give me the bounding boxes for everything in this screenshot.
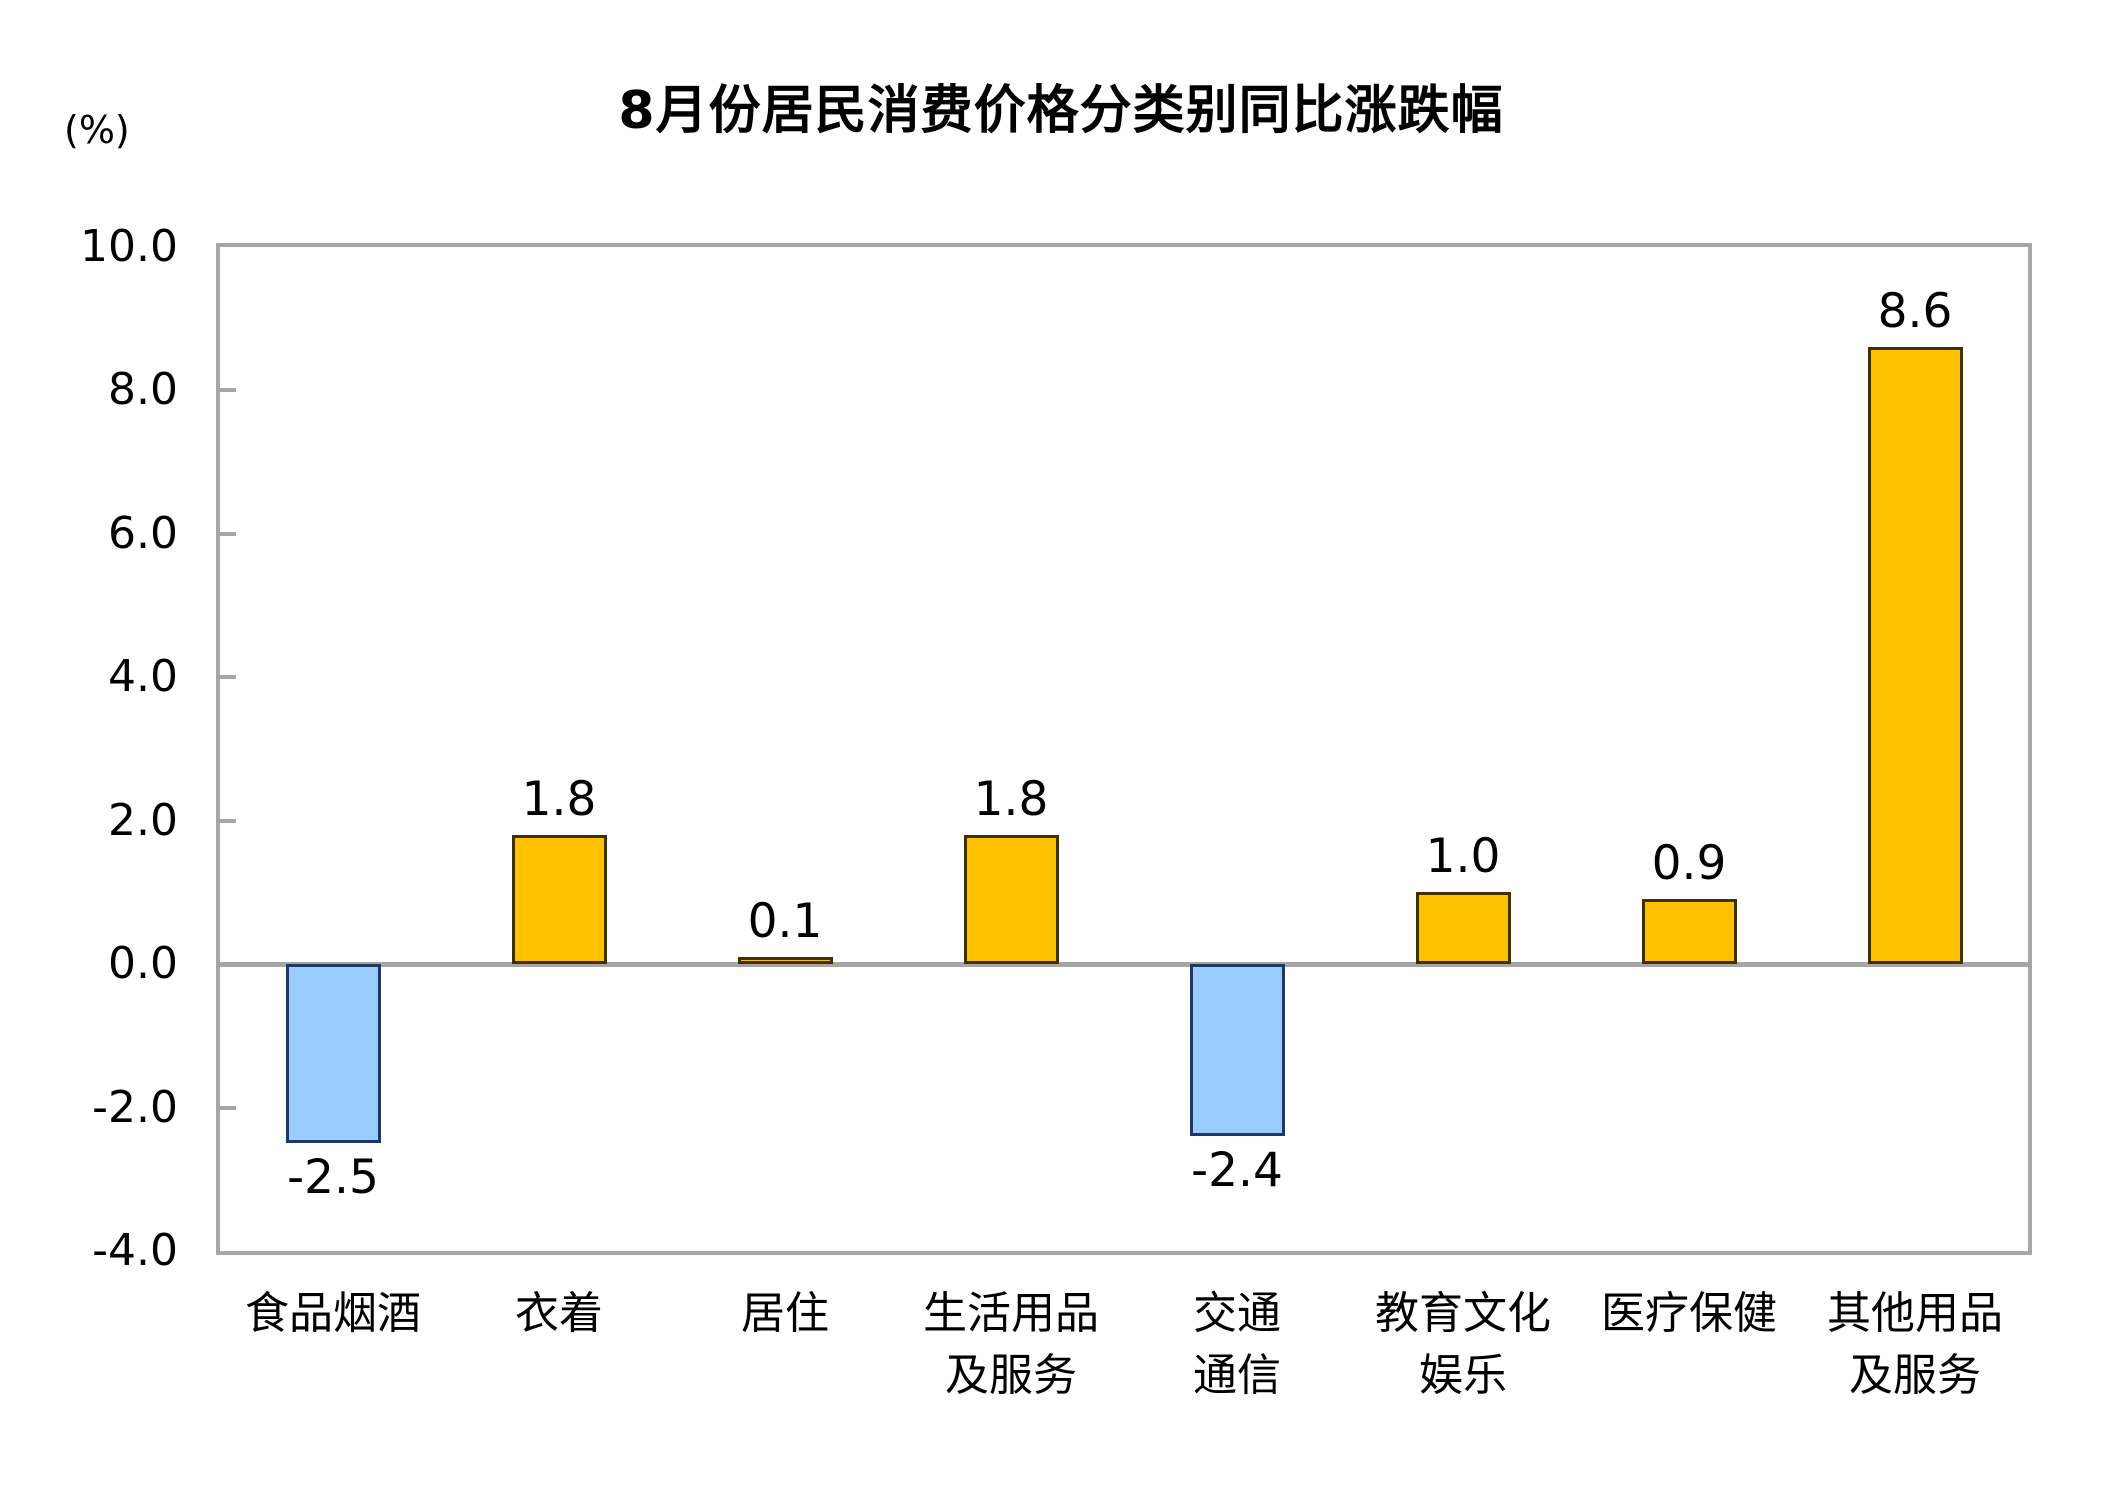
category-label-line: 通信 bbox=[1193, 1350, 1281, 1401]
bar-value-label: 8.6 bbox=[1877, 284, 1953, 340]
y-axis-tick bbox=[220, 962, 236, 967]
y-axis-unit-label: (%) bbox=[64, 108, 130, 152]
category-label-line: 其他用品 bbox=[1827, 1288, 2003, 1339]
category-label: 教育文化 娱乐 bbox=[1303, 1283, 1623, 1407]
y-axis-tick-label: 8.0 bbox=[108, 364, 178, 416]
bar bbox=[286, 964, 381, 1144]
bar-value-label: 1.8 bbox=[521, 772, 597, 828]
y-axis-tick-label: -4.0 bbox=[92, 1225, 178, 1276]
category-label-line: 教育文化 bbox=[1375, 1288, 1551, 1339]
bar bbox=[738, 957, 833, 965]
y-axis-tick-label: 4.0 bbox=[108, 651, 178, 703]
y-axis-tick bbox=[220, 675, 236, 680]
y-axis-tick bbox=[220, 388, 236, 393]
category-label-line: 及服务 bbox=[945, 1350, 1077, 1401]
y-axis-tick-label: 2.0 bbox=[108, 794, 178, 846]
y-axis-tick bbox=[220, 818, 236, 823]
y-axis-tick-label: 0.0 bbox=[108, 938, 178, 990]
bar-value-label: 0.1 bbox=[747, 894, 823, 950]
bar-value-label: 0.9 bbox=[1651, 836, 1727, 892]
category-label: 其他用品 及服务 bbox=[1755, 1283, 2075, 1407]
category-label-line: 衣着 bbox=[515, 1288, 603, 1339]
bar bbox=[1642, 899, 1737, 965]
category-label-line: 及服务 bbox=[1849, 1350, 1981, 1401]
category-label: 生活用品 及服务 bbox=[851, 1283, 1171, 1407]
category-label-line: 医疗保健 bbox=[1601, 1288, 1777, 1339]
bar bbox=[1868, 347, 1963, 965]
y-axis-tick bbox=[220, 531, 236, 536]
category-label: 衣着 bbox=[399, 1283, 719, 1345]
bar-value-label: -2.4 bbox=[1191, 1143, 1283, 1199]
bar bbox=[512, 835, 607, 965]
y-axis-tick-label: -2.0 bbox=[92, 1081, 178, 1133]
bar bbox=[964, 835, 1059, 965]
category-label-line: 居住 bbox=[741, 1288, 829, 1339]
y-axis-tick-label: 6.0 bbox=[108, 507, 178, 559]
bar-value-label: -2.5 bbox=[287, 1150, 379, 1206]
category-label-line: 食品烟酒 bbox=[245, 1288, 421, 1339]
category-label-line: 娱乐 bbox=[1419, 1350, 1507, 1401]
category-label: 居住 bbox=[625, 1283, 945, 1345]
y-axis-tick bbox=[220, 1105, 236, 1110]
bar bbox=[1416, 892, 1511, 965]
category-label: 交通 通信 bbox=[1077, 1283, 1397, 1407]
category-label-line: 生活用品 bbox=[923, 1288, 1099, 1339]
bar-value-label: 1.0 bbox=[1425, 829, 1501, 885]
bar-value-label: 1.8 bbox=[973, 772, 1049, 828]
chart-title: 8月份居民消费价格分类别同比涨跌幅 bbox=[618, 81, 1504, 141]
plot-area bbox=[216, 243, 2032, 1255]
bar bbox=[1190, 964, 1285, 1137]
category-label: 医疗保健 bbox=[1529, 1283, 1849, 1345]
y-axis-tick-label: 10.0 bbox=[80, 221, 178, 272]
category-label-line: 交通 bbox=[1193, 1288, 1281, 1339]
zero-axis-line bbox=[220, 961, 2028, 967]
category-label: 食品烟酒 bbox=[173, 1283, 493, 1345]
